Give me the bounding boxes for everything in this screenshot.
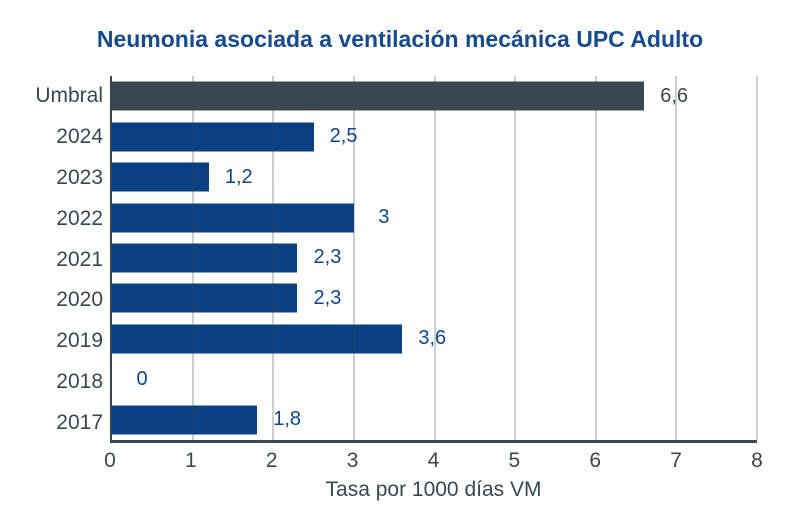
year-bar — [112, 243, 298, 273]
category-label: 2017 — [56, 410, 103, 434]
x-tick-label: 7 — [670, 449, 682, 472]
category-label: 2019 — [56, 329, 103, 353]
category-label: 2018 — [56, 369, 103, 393]
x-tick-label: 1 — [185, 449, 197, 472]
x-tick-label: 3 — [346, 449, 359, 472]
plot-area: 6,6 2,5 1,2 3 2,3 2,3 3,6 0 1,8 — [110, 76, 758, 443]
chart-title: Neumonia asociada a ventilación mecánica… — [96, 26, 704, 52]
bar-value-label: 6,6 — [660, 84, 689, 107]
bar-row: 0 — [112, 359, 757, 399]
category-label: Umbral — [35, 84, 103, 108]
category-label: 2023 — [56, 165, 103, 189]
x-tick-label: 8 — [751, 449, 763, 472]
bar-value-label: 3,6 — [418, 327, 447, 350]
category-label: 2024 — [56, 125, 103, 149]
x-tick-label: 0 — [104, 449, 116, 472]
x-tick-label: 6 — [589, 449, 602, 472]
umbral-bar — [112, 81, 645, 111]
bar-row: 2,3 — [112, 278, 757, 318]
bar-value-label: 0 — [136, 367, 148, 390]
bar-row: 2,3 — [112, 238, 757, 278]
bar-value-label: 2,3 — [313, 286, 342, 309]
x-axis-label: Tasa por 1000 días VM — [325, 478, 542, 501]
year-bar — [112, 283, 298, 313]
x-axis-ticks: 0 1 2 3 4 5 6 7 8 — [104, 449, 763, 473]
bar-row: 6,6 — [112, 76, 757, 116]
x-tick-label: 2 — [265, 449, 278, 472]
category-label: 2021 — [56, 247, 103, 271]
bar-row: 2,5 — [112, 116, 757, 156]
bar-value-label: 2,3 — [313, 246, 342, 269]
year-bar — [112, 122, 314, 152]
bar-value-label: 1,2 — [224, 165, 253, 188]
x-tick-label: 4 — [427, 449, 440, 472]
category-label: 2022 — [56, 206, 103, 230]
y-axis-labels: Umbral 2024 2023 2022 2021 2020 2019 2018 2017 — [0, 76, 103, 443]
year-bar — [112, 405, 258, 435]
x-tick-label: 5 — [508, 449, 521, 472]
bar-rows: 6,6 2,5 1,2 3 2,3 2,3 3,6 0 1,8 — [112, 76, 757, 440]
bar-row: 3,6 — [112, 319, 757, 359]
bar-row: 1,8 — [112, 400, 757, 440]
bar-row: 3 — [112, 197, 757, 237]
category-label: 2020 — [56, 288, 103, 312]
year-bar — [112, 203, 354, 233]
year-bar — [112, 162, 209, 192]
bar-value-label: 2,5 — [329, 125, 358, 148]
bar-row: 1,2 — [112, 157, 757, 197]
bar-value-label: 3 — [378, 206, 390, 229]
year-bar — [112, 324, 403, 354]
bar-value-label: 1,8 — [273, 408, 302, 431]
